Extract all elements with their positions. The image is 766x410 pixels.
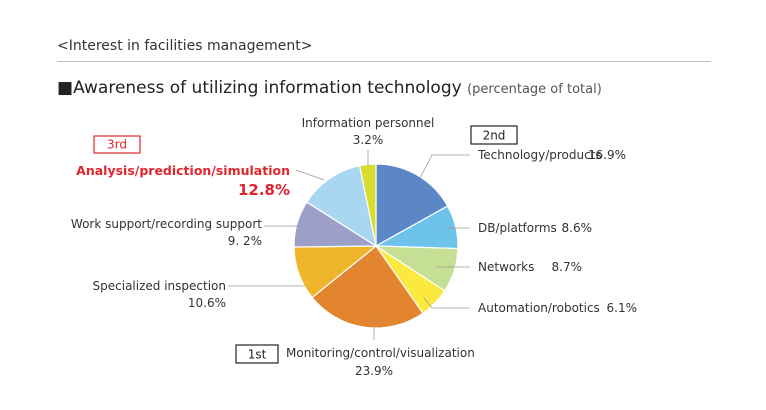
label-networks: Networks <box>478 260 534 274</box>
label-db-platforms: DB/platforms <box>478 221 557 235</box>
leader-automation-robotics <box>423 297 470 309</box>
chart-subtitle: (percentage of total) <box>467 82 602 97</box>
label-monitoring-control-visualization: Monitoring/control/visualization <box>286 346 475 360</box>
section-title: <Interest in facilities management> <box>57 38 313 54</box>
rank-label-analysis-prediction-simulation: 3rd <box>107 138 127 152</box>
label-work-support-recording-support: Work support/recording support <box>71 217 262 231</box>
value-information-personnel: 3.2% <box>353 133 384 147</box>
label-automation-robotics: Automation/robotics <box>478 301 600 315</box>
rank-badge-monitoring-control-visualization <box>235 344 279 364</box>
value-analysis-prediction-simulation: 12.8% <box>238 181 290 199</box>
value-monitoring-control-visualization: 23.9% <box>355 364 393 378</box>
rank-label-monitoring-control-visualization: 1st <box>248 348 267 362</box>
slice-monitoring-control-visualization <box>311 245 424 329</box>
chart-title: Awareness of utilizing information techn… <box>73 78 462 98</box>
pie-slices <box>293 163 459 329</box>
header-divider <box>57 61 711 62</box>
value-automation-robotics: 6.1% <box>607 301 638 315</box>
rank-badge-technology-products <box>470 125 518 145</box>
slice-technology-products <box>375 163 449 248</box>
chart-heading: ■Awareness of utilizing information tech… <box>57 78 602 98</box>
value-specialized-inspection: 10.6% <box>188 296 226 310</box>
leader-analysis-prediction-simulation <box>295 169 325 181</box>
slice-analysis-prediction-simulation <box>305 164 377 248</box>
label-information-personnel: Information personnel <box>302 116 435 130</box>
rank-badge-analysis-prediction-simulation <box>93 135 141 154</box>
value-db-platforms: 8.6% <box>562 221 593 235</box>
leader-technology-products <box>419 154 470 179</box>
leader-lines <box>228 150 470 340</box>
title-square-marker: ■ <box>57 78 74 98</box>
rank-label-technology-products: 2nd <box>483 129 506 143</box>
value-networks: 8.7% <box>552 260 583 274</box>
label-technology-products: Technology/products <box>477 148 602 162</box>
label-specialized-inspection: Specialized inspection <box>93 279 226 293</box>
label-analysis-prediction-simulation: Analysis/prediction/simulation <box>76 163 290 178</box>
value-technology-products: 16.9% <box>588 148 626 162</box>
value-work-support-recording-support: 9. 2% <box>228 234 262 248</box>
